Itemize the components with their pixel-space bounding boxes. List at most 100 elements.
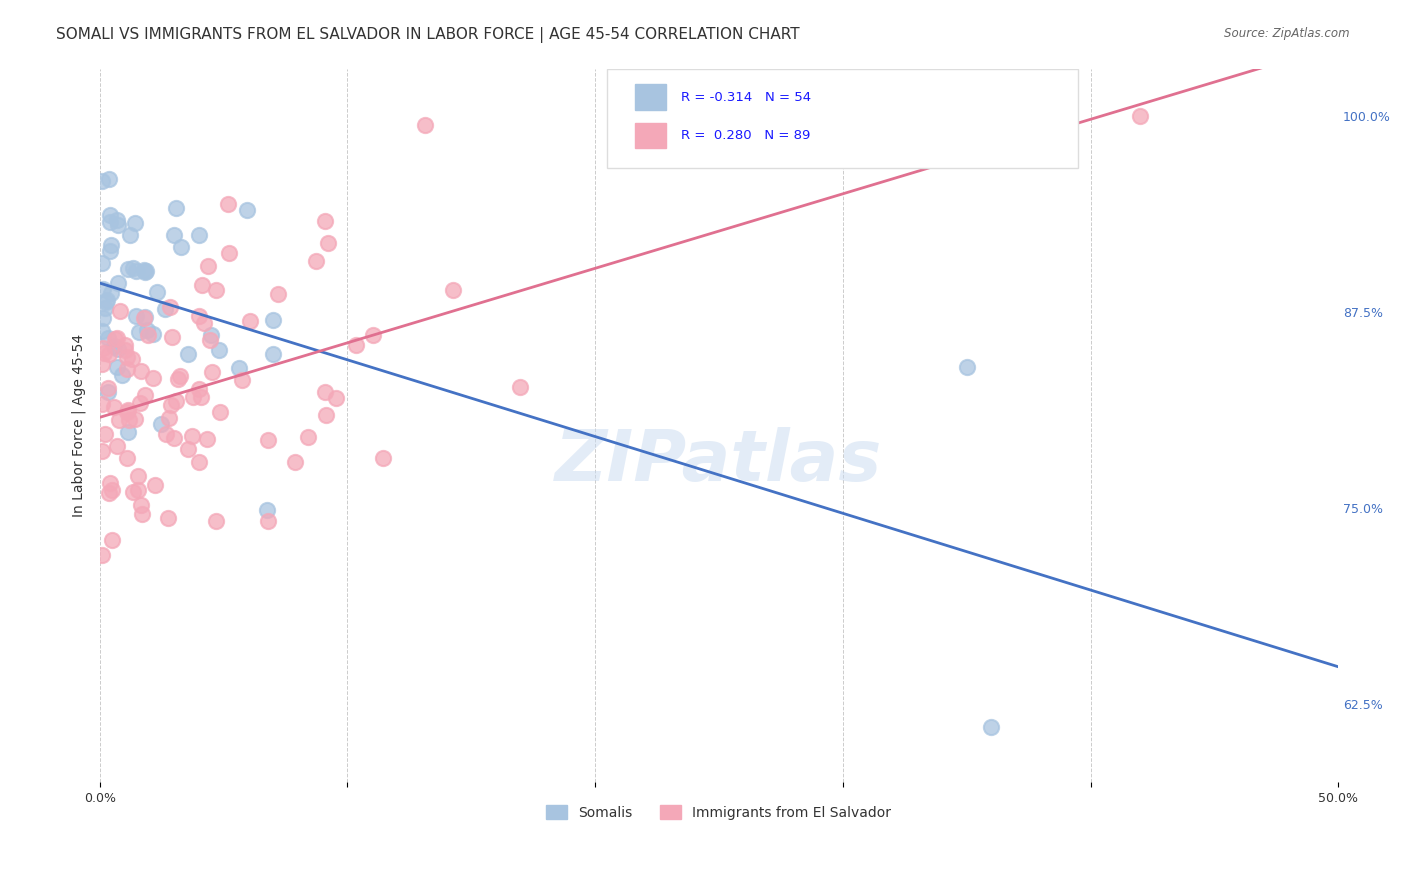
Point (94, 295, 117, 310)
Point (124, 411, 146, 425)
Point (284, 455, 307, 469)
Point (142, 370, 165, 384)
Text: R = -0.314   N = 54: R = -0.314 N = 54 (681, 91, 811, 103)
Point (181, 428, 204, 442)
Point (156, 510, 179, 524)
Point (153, 301, 176, 316)
Point (107, 412, 129, 426)
Point (105, 438, 128, 452)
Point (117, 261, 139, 276)
Point (115, 361, 138, 376)
Point (145, 285, 167, 300)
Point (256, 503, 278, 517)
Point (187, 455, 209, 469)
Point (105, 331, 128, 345)
Point (98, 347, 121, 361)
Point (98, 208, 121, 222)
Point (165, 201, 187, 215)
Point (239, 313, 262, 327)
FancyBboxPatch shape (607, 69, 1078, 169)
Point (344, 337, 367, 351)
Point (97, 331, 120, 345)
Point (132, 263, 155, 277)
Point (314, 214, 336, 228)
Point (93, 346, 115, 360)
Point (198, 334, 221, 348)
Y-axis label: In Labor Force | Age 45-54: In Labor Force | Age 45-54 (72, 334, 86, 517)
Point (257, 433, 280, 447)
Point (134, 388, 156, 402)
Point (177, 442, 200, 457)
Point (257, 514, 280, 528)
Point (91, 256, 114, 270)
FancyBboxPatch shape (634, 84, 665, 110)
Point (188, 227, 211, 242)
Point (98, 485, 121, 500)
Point (188, 309, 211, 323)
Point (163, 431, 186, 445)
Point (91, 282, 114, 296)
Point (98, 244, 121, 259)
Text: ZIPatlas: ZIPatlas (555, 426, 883, 496)
Point (267, 287, 290, 301)
Point (108, 304, 131, 318)
Point (118, 228, 141, 243)
Point (111, 368, 134, 383)
Point (135, 323, 157, 337)
Point (104, 332, 127, 346)
Point (201, 365, 224, 379)
Point (157, 410, 180, 425)
Point (103, 401, 125, 415)
Point (91, 443, 114, 458)
Point (315, 408, 337, 422)
Point (134, 310, 156, 325)
Point (107, 342, 129, 356)
Point (193, 317, 215, 331)
Point (127, 468, 149, 483)
Point (228, 361, 250, 376)
Point (297, 430, 319, 444)
Point (114, 338, 136, 352)
Point (188, 382, 211, 396)
Point (91, 174, 114, 188)
Point (91, 311, 114, 326)
Point (134, 311, 156, 326)
Point (316, 235, 339, 250)
Point (170, 240, 193, 254)
Point (93, 341, 115, 355)
Point (134, 265, 156, 279)
Point (117, 425, 139, 440)
Point (105, 360, 128, 375)
Point (98, 475, 121, 490)
Point (129, 498, 152, 512)
Point (177, 347, 200, 361)
Point (131, 507, 153, 521)
Point (121, 351, 143, 366)
Point (218, 245, 240, 260)
Point (205, 283, 228, 297)
Point (107, 277, 129, 291)
Point (115, 350, 138, 364)
Legend: Somalis, Immigrants from El Salvador: Somalis, Immigrants from El Salvador (541, 799, 897, 825)
Point (373, 450, 395, 465)
Point (97, 384, 120, 399)
Point (165, 394, 187, 409)
Point (121, 485, 143, 500)
Point (91, 357, 114, 371)
Point (155, 427, 177, 442)
Point (1129, 109, 1152, 123)
Point (181, 390, 204, 404)
Point (195, 432, 218, 446)
Point (159, 398, 181, 412)
Point (149, 417, 172, 432)
Point (115, 451, 138, 466)
Point (117, 403, 139, 417)
Point (197, 260, 219, 274)
Point (142, 326, 165, 341)
Point (236, 203, 259, 218)
Point (361, 327, 384, 342)
Point (208, 405, 231, 419)
Point (91, 549, 114, 563)
Point (100, 238, 122, 252)
Point (97, 172, 120, 186)
